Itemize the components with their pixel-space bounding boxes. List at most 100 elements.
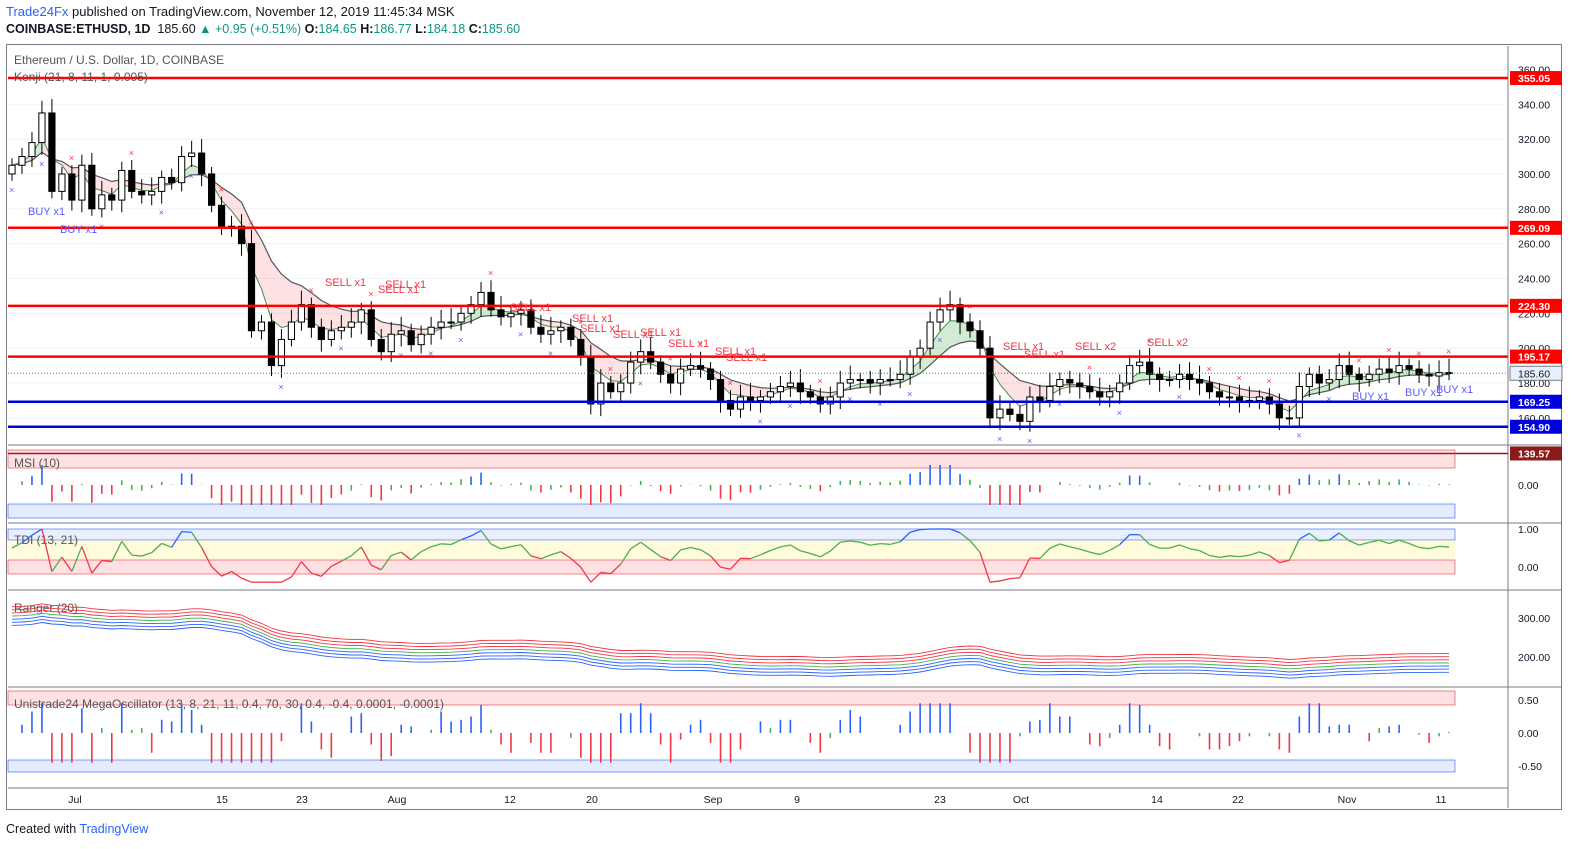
tdi-line-segment	[500, 545, 512, 550]
candle	[1395, 365, 1403, 374]
candle	[926, 321, 934, 349]
tdi-line-segment	[540, 554, 552, 560]
publisher-link[interactable]: Trade24Fx	[6, 4, 69, 19]
level-label-bg	[1510, 220, 1562, 235]
level-label-bg	[1510, 419, 1562, 434]
candle	[297, 304, 305, 323]
signal-cross: ×	[458, 335, 463, 345]
tdi-line-segment	[1259, 551, 1270, 557]
tdi-line-segment	[560, 551, 572, 559]
signal-cross: ×	[937, 335, 942, 345]
candle	[1325, 379, 1333, 384]
kenji-cloud-segment	[820, 391, 831, 398]
candle	[786, 382, 794, 388]
tdi-line-segment	[530, 555, 542, 560]
tdi-line-segment	[880, 542, 891, 545]
tdi-line-segment	[121, 540, 133, 556]
ranger-band-line	[11, 618, 1450, 676]
x-tick-label: Oct	[1013, 794, 1029, 806]
signal-cross: ×	[608, 364, 613, 374]
candle	[437, 321, 445, 328]
tdi-line-segment	[281, 576, 292, 583]
tdi-line-segment	[1249, 551, 1260, 556]
signal-cross: ×	[1117, 408, 1122, 418]
last-price: 185.60	[157, 22, 196, 36]
tdi-line-segment	[1419, 546, 1430, 550]
osc-lower-band	[7, 759, 1456, 773]
candle	[1205, 382, 1214, 393]
tdi-line-segment	[1438, 545, 1450, 548]
signal-cross: ×	[308, 286, 313, 296]
candle	[1136, 361, 1144, 367]
close-label: C:	[468, 22, 482, 36]
level-label: 355.05	[1518, 73, 1550, 85]
open-value: 184.65	[318, 22, 357, 36]
candle	[736, 396, 745, 410]
tdi-line-segment	[840, 540, 851, 543]
x-tick-label: Aug	[388, 794, 407, 806]
trade-signal-label: SELL x1	[1024, 349, 1065, 361]
tdi-line-segment	[380, 555, 392, 571]
last-price-tag	[1509, 365, 1563, 381]
x-tick-label: Sep	[704, 794, 723, 806]
tdi-line-segment	[969, 540, 981, 553]
created-with: Created with	[6, 822, 77, 836]
tdi-line-segment	[800, 550, 811, 555]
tdi-line-segment	[1378, 539, 1390, 545]
candle	[1225, 396, 1234, 399]
x-tick-label: 23	[296, 794, 308, 806]
kenji-cloud-segment	[221, 187, 232, 211]
y-tick-label: 260.00	[1518, 239, 1550, 251]
candle	[68, 173, 76, 201]
publish-text: published on TradingView.com, November 1…	[72, 4, 455, 19]
candle	[996, 408, 1004, 419]
candle	[1126, 365, 1134, 384]
tradingview-logo[interactable]: TradingView	[79, 822, 149, 836]
signal-cross: ×	[1057, 399, 1062, 409]
tdi-line-segment	[1179, 544, 1190, 550]
kenji-cloud-segment	[321, 300, 332, 330]
price-change: ▲ +0.95 (+0.51%)	[199, 22, 302, 36]
candle	[487, 291, 495, 311]
kenji-cloud-segment	[730, 379, 741, 396]
candle	[207, 173, 216, 206]
level-label: 139.57	[1518, 448, 1550, 460]
last-price-label: 185.60	[1518, 368, 1550, 380]
candle	[247, 243, 256, 332]
level-label: 154.90	[1518, 422, 1550, 434]
y-tick-label: 340.00	[1518, 99, 1550, 111]
tdi-line-segment	[1279, 559, 1290, 564]
kenji-cloud-segment	[750, 385, 761, 398]
candle	[58, 173, 66, 192]
candle	[597, 382, 605, 405]
pane-title: MSI (10)	[14, 456, 60, 470]
candle	[1016, 413, 1024, 422]
tdi-line-segment	[909, 528, 921, 533]
candle	[966, 321, 974, 332]
candle	[577, 338, 585, 358]
trade-signal-label: SELL x1	[325, 277, 366, 289]
tdi-line-segment	[460, 535, 472, 541]
tdi-line-segment	[570, 557, 582, 568]
y-tick-label: 240.00	[1518, 273, 1550, 285]
trade-signal-label: SELL x2	[1075, 341, 1116, 353]
tdi-line-segment	[899, 531, 911, 543]
candle	[237, 225, 246, 245]
tdi-line-segment	[490, 543, 502, 550]
tdi-line-segment	[690, 546, 701, 551]
candle	[178, 156, 186, 184]
tdi-line-segment	[720, 566, 731, 570]
trade-signal-label: SELL x1	[726, 352, 767, 364]
candle	[976, 330, 984, 349]
high-label: H:	[360, 22, 374, 36]
tdi-line-segment	[241, 577, 252, 583]
candle	[347, 321, 355, 328]
candle	[1156, 373, 1164, 381]
x-tick-label: Nov	[1338, 794, 1357, 806]
signal-cross: ×	[9, 185, 14, 195]
tdi-line-segment	[1229, 555, 1240, 558]
kenji-cloud-segment	[231, 193, 242, 224]
signal-cross: ×	[1416, 348, 1421, 358]
candle	[267, 321, 276, 367]
